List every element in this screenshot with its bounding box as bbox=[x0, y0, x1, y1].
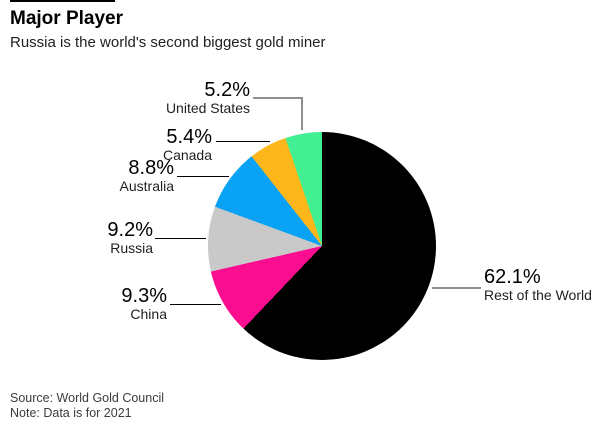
leader-line-united-states bbox=[253, 97, 303, 130]
label-russia-name: Russia bbox=[110, 240, 153, 256]
label-united-states-value: 5.2% bbox=[204, 79, 250, 101]
chart-footer: Source: World Gold Council Note: Data is… bbox=[10, 391, 164, 420]
label-australia: 8.8% Australia bbox=[120, 158, 174, 194]
source-line: Source: World Gold Council bbox=[10, 391, 165, 405]
label-australia-name: Australia bbox=[119, 178, 174, 194]
label-united-states: 5.2% United States bbox=[166, 80, 250, 116]
label-russia-value: 9.2% bbox=[107, 219, 153, 241]
label-rest-of-world-value: 62.1% bbox=[484, 266, 541, 288]
chart-title: Major Player bbox=[10, 8, 123, 29]
leader-line-canada bbox=[216, 141, 270, 142]
label-canada: 5.4% Canada bbox=[163, 127, 212, 163]
title-accent-rule bbox=[10, 0, 115, 2]
label-canada-value: 5.4% bbox=[166, 126, 212, 148]
pie-chart bbox=[208, 132, 436, 360]
label-united-states-name: United States bbox=[165, 100, 250, 116]
label-russia: 9.2% Russia bbox=[107, 220, 153, 256]
chart-subtitle: Russia is the world's second biggest gol… bbox=[10, 34, 326, 51]
leader-line-russia bbox=[155, 238, 206, 239]
leader-line-australia bbox=[177, 176, 229, 177]
label-rest-of-world: 62.1% Rest of the World bbox=[484, 267, 592, 303]
leader-line-china bbox=[170, 304, 221, 305]
leader-line-rest-of-world bbox=[432, 287, 481, 289]
label-rest-of-world-name: Rest of the World bbox=[484, 287, 592, 303]
label-china: 9.3% China bbox=[121, 286, 167, 322]
label-australia-value: 8.8% bbox=[128, 157, 174, 179]
label-china-value: 9.3% bbox=[121, 285, 167, 307]
label-china-name: China bbox=[130, 306, 167, 322]
note-line: Note: Data is for 2021 bbox=[10, 405, 132, 420]
label-canada-name: Canada bbox=[162, 147, 212, 163]
